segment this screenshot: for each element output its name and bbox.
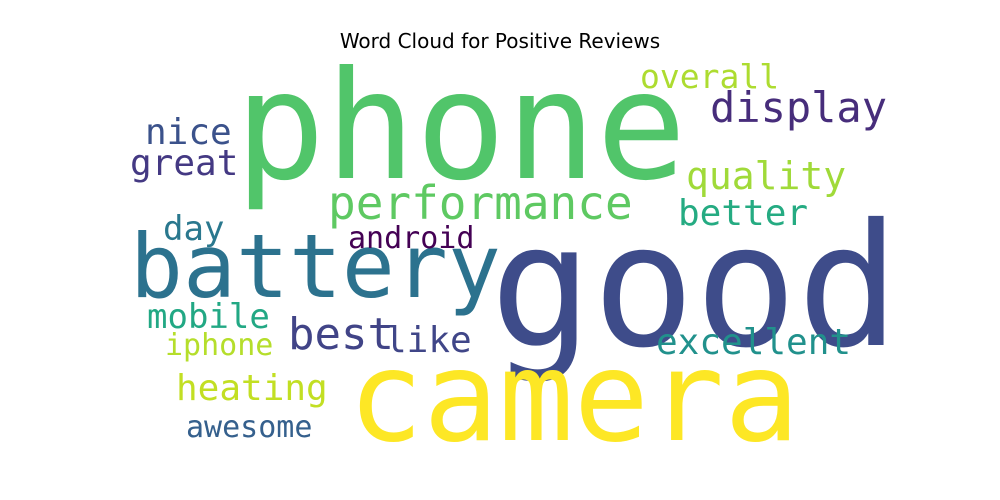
word-android: android: [348, 221, 474, 256]
chart-title: Word Cloud for Positive Reviews: [339, 29, 661, 53]
word-performance: performance: [328, 176, 633, 230]
word-battery: battery: [130, 215, 501, 318]
word-day: day: [163, 209, 224, 249]
word-iphone: iphone: [165, 328, 273, 363]
word-like: like: [385, 320, 472, 361]
word-quality: quality: [686, 154, 846, 198]
word-camera: camera: [348, 325, 800, 470]
word-excellent: excellent: [656, 322, 851, 363]
word-phone: phone: [235, 40, 687, 214]
word-best: best: [288, 309, 394, 360]
word-mobile: mobile: [147, 297, 270, 337]
word-good: good: [490, 188, 899, 386]
word-better: better: [678, 193, 808, 234]
word-overall: overall: [640, 57, 779, 96]
word-great: great: [130, 143, 238, 184]
word-nice: nice: [145, 112, 232, 153]
word-awesome: awesome: [186, 410, 312, 445]
word-display: display: [710, 83, 887, 132]
word-heating: heating: [176, 368, 328, 409]
